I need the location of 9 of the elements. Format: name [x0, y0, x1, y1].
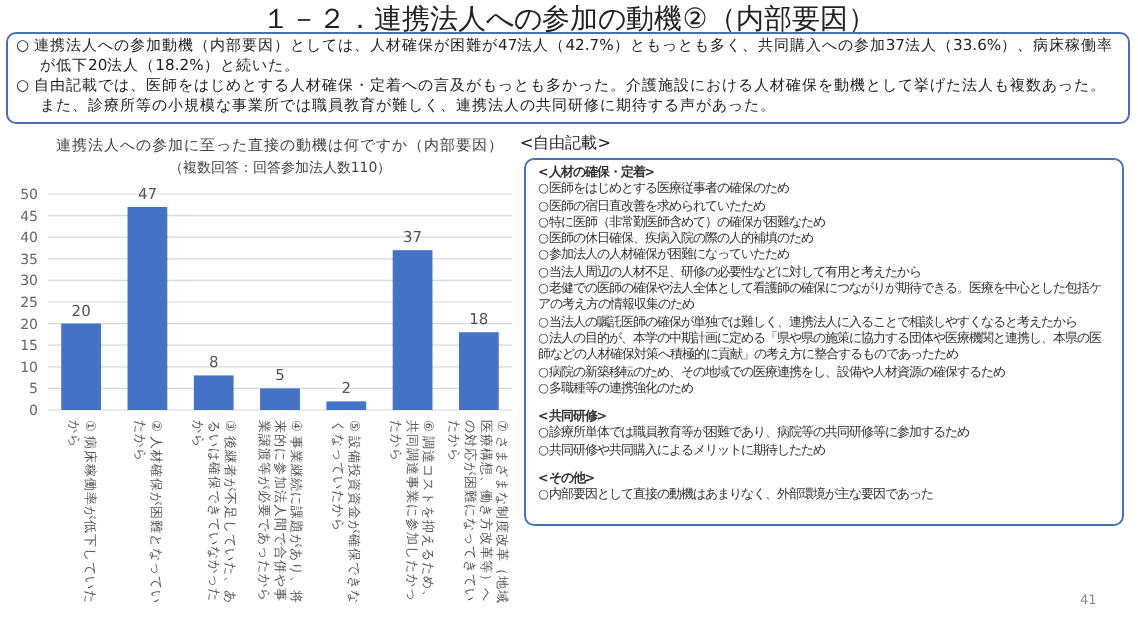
bar: [127, 206, 168, 410]
bar: [61, 323, 102, 410]
bar: [260, 388, 300, 410]
bar: [458, 332, 499, 410]
text: <自由記載>: [520, 132, 611, 154]
bar: [193, 375, 234, 410]
bar: [326, 401, 367, 410]
text: １－２．連携法人への参加の動機②（内部要因）: [260, 2, 878, 37]
bar: [392, 250, 433, 410]
